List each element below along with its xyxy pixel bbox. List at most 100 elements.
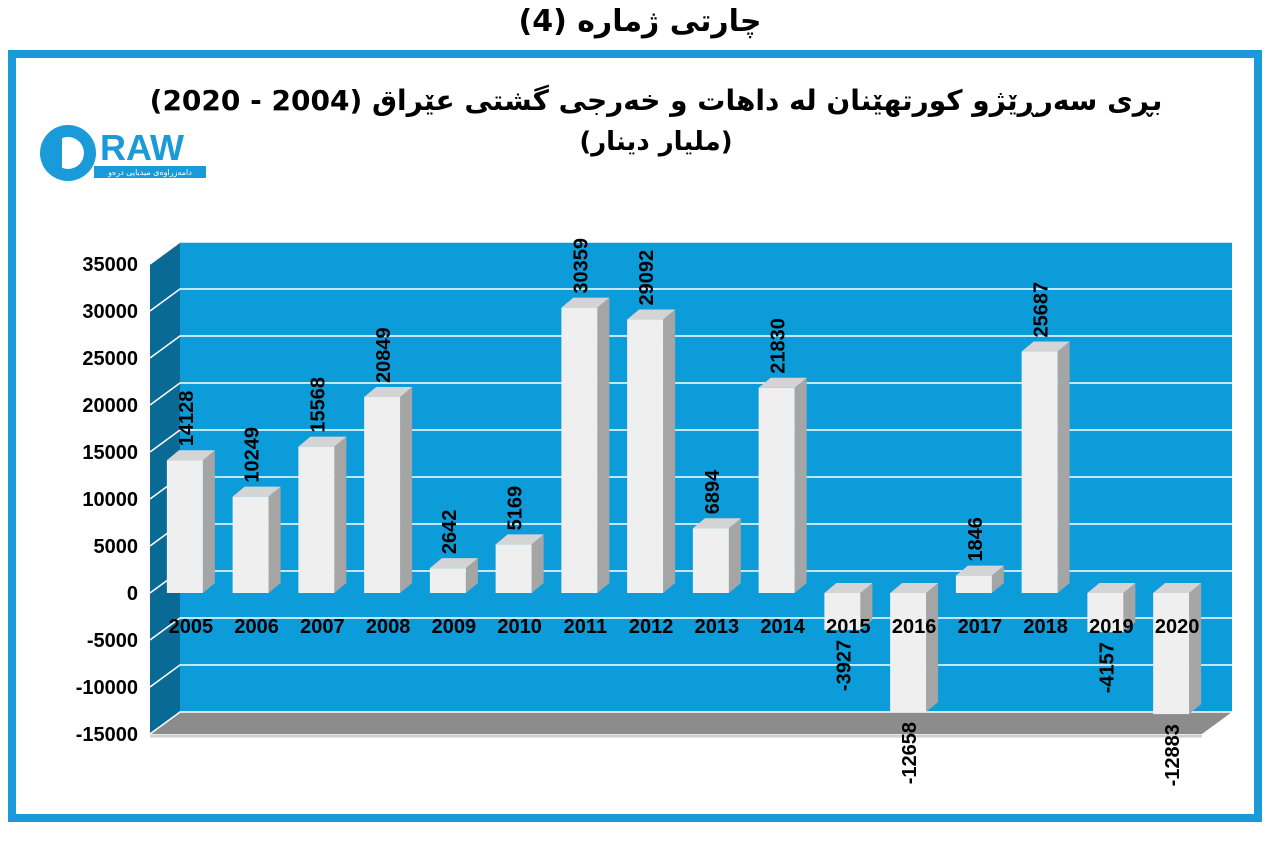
y-tick-label: -15000	[76, 724, 138, 746]
gridline	[149, 429, 1232, 453]
bar-top	[166, 450, 215, 461]
bar-top	[758, 377, 807, 388]
x-tick-label: 2011	[564, 616, 607, 638]
bar-top	[1153, 583, 1202, 593]
bar-side	[991, 565, 1004, 593]
bar-top	[1021, 341, 1070, 352]
x-tick-label: 2014	[760, 616, 805, 638]
logo-tagline: دامەزراوەی میدیایی درەو	[107, 168, 192, 177]
y-tick-label: 20000	[82, 395, 138, 417]
y-axis-ticks: 35000 30000 25000 20000 15000 10000 5000 0 -5000…	[76, 254, 138, 746]
draw-logo: RAW دامەزراوەی میدیایی درەو	[40, 125, 206, 181]
bar-face	[166, 460, 203, 593]
y-tick-label: 35000	[82, 254, 138, 276]
chart-title: بڕی سەرڕێژو كورتهێنان لە داهات و خەرجی گ…	[150, 84, 1163, 117]
plot-floor	[150, 712, 1232, 734]
data-label: 29092	[636, 250, 658, 306]
x-tick-label: 2008	[366, 616, 411, 638]
bar-face	[1153, 593, 1190, 715]
bar	[627, 309, 676, 593]
x-tick-label: 2017	[958, 616, 1003, 638]
bar-side	[400, 387, 413, 593]
page-title: چارتی ژمارە (4)	[518, 4, 762, 39]
bar-face	[495, 544, 532, 593]
gridline	[149, 382, 1232, 406]
gridline	[149, 664, 1232, 688]
y-tick-label: 10000	[82, 489, 138, 511]
bar-top	[824, 583, 873, 593]
bar-face	[824, 593, 861, 630]
bar-side	[663, 309, 676, 593]
bars	[166, 297, 1202, 715]
bar	[298, 436, 347, 593]
bar-side	[860, 583, 873, 630]
y-tick-label: 5000	[94, 536, 139, 558]
data-label: 21830	[768, 318, 790, 374]
bar-face	[429, 568, 466, 593]
y-tick-label: -5000	[87, 630, 138, 652]
bar-top	[495, 534, 544, 545]
bar	[364, 387, 413, 593]
bar	[561, 297, 610, 593]
bar-face	[1021, 351, 1058, 593]
data-label: -12883	[1162, 724, 1184, 786]
bar-top	[955, 565, 1004, 576]
y-tick-label: 0	[127, 583, 138, 605]
bar-top	[890, 583, 939, 593]
bar-top	[692, 518, 741, 529]
x-tick-label: 2016	[892, 616, 937, 638]
bar-face	[232, 496, 269, 593]
bar-side	[794, 377, 807, 593]
bar-face	[364, 397, 401, 593]
bar	[232, 486, 281, 593]
bar-side	[728, 518, 741, 593]
bar	[1021, 341, 1070, 593]
data-label: 14128	[176, 391, 198, 447]
data-labels: 14128 10249 15568 20849 2642 5169 30359 29092 68…	[176, 238, 1184, 786]
bar	[1153, 583, 1202, 715]
data-label: 6894	[702, 469, 724, 514]
gridline	[149, 241, 1232, 265]
x-tick-label: 2010	[497, 616, 542, 638]
gridline	[149, 288, 1232, 312]
bar	[495, 534, 544, 593]
bar-top	[364, 387, 413, 398]
bar	[890, 583, 939, 712]
bar	[429, 558, 478, 593]
data-label: 15568	[307, 377, 329, 433]
x-tick-label: 2006	[234, 616, 279, 638]
y-tick-label: 25000	[82, 348, 138, 370]
bar-top	[1087, 583, 1136, 593]
bar-face	[692, 528, 729, 593]
bar-side	[531, 534, 544, 593]
bar-side	[1189, 583, 1202, 715]
x-tick-label: 2019	[1089, 616, 1134, 638]
bar-side	[465, 558, 478, 593]
y-tick-label: 15000	[82, 442, 138, 464]
bar-face	[561, 307, 598, 593]
bar-top	[561, 297, 610, 308]
bar	[824, 583, 873, 630]
bar	[1087, 583, 1136, 633]
gridline	[149, 617, 1232, 641]
x-tick-label: 2015	[826, 616, 871, 638]
bar-face	[890, 593, 927, 712]
bar-side	[1123, 583, 1136, 633]
bar-top	[298, 436, 347, 447]
bar-face	[758, 387, 795, 593]
x-tick-label: 2018	[1023, 616, 1068, 638]
bar-face	[955, 575, 992, 593]
x-axis-ticks: 2005 2006 2007 2008 2009 2010 2011 2012 2013 2014…	[169, 616, 1200, 638]
data-label: 1846	[965, 517, 987, 562]
bar-top	[627, 309, 676, 320]
x-tick-label: 2020	[1155, 616, 1200, 638]
data-label: 5169	[505, 486, 527, 530]
bar-side	[597, 297, 610, 593]
bar-side	[202, 450, 215, 593]
bar	[166, 450, 215, 593]
bar-chart: 35000 30000 25000 20000 15000 10000 5000 0 -5000…	[76, 84, 1232, 786]
data-label: -3927	[833, 640, 855, 691]
x-tick-label: 2007	[300, 616, 345, 638]
data-label: 30359	[570, 238, 592, 294]
bar-face	[627, 319, 664, 593]
